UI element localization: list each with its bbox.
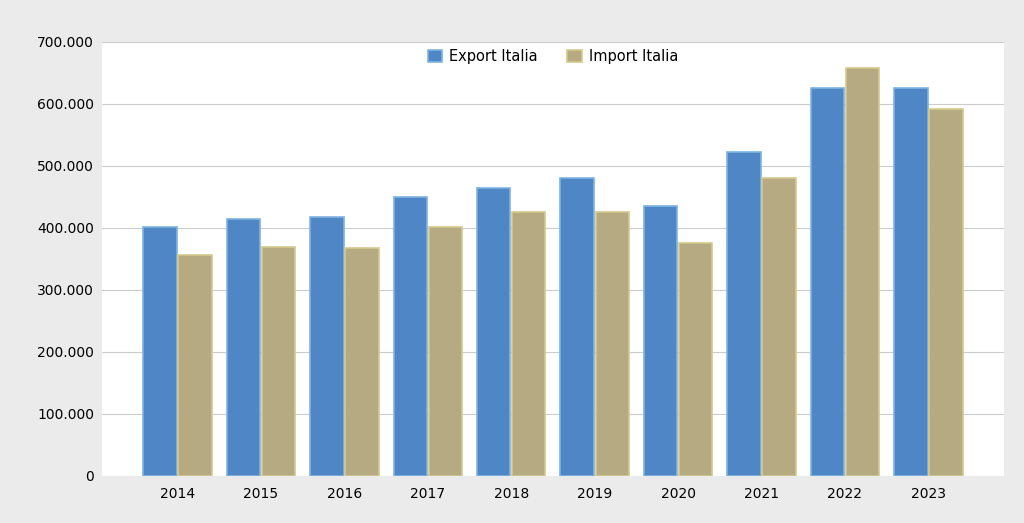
Bar [262,247,295,476]
Bar [894,88,928,476]
Bar [811,88,844,476]
Bar [143,228,177,476]
Bar [178,255,212,476]
Legend: Export Italia, Import Italia: Export Italia, Import Italia [427,49,679,64]
Bar [846,68,880,476]
Bar [727,152,761,476]
Bar [644,206,677,476]
Bar [929,109,963,476]
Bar [345,248,379,476]
Bar [226,219,260,476]
Bar [310,217,344,476]
Bar [429,226,462,476]
Bar [560,178,594,476]
Bar [512,212,546,476]
Bar [596,212,629,476]
Bar [393,198,427,476]
Bar [679,243,713,476]
Bar [477,188,510,476]
Bar [762,178,796,476]
